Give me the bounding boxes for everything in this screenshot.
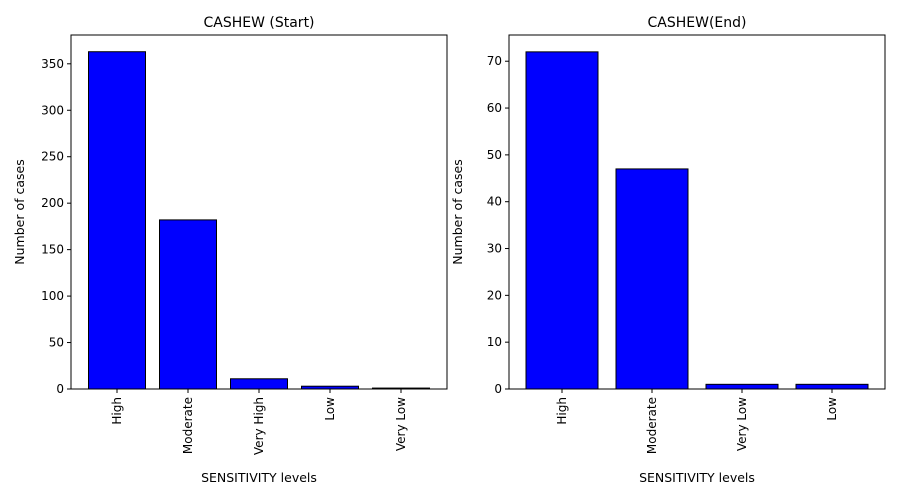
x-tick-label: High: [110, 397, 124, 425]
bar-high: [525, 51, 599, 390]
x-tick-label: Moderate: [181, 397, 195, 454]
y-tick-label: 70: [487, 54, 502, 68]
bar-moderate: [615, 168, 689, 390]
bar-very-high: [230, 378, 288, 390]
y-tick-label: 0: [56, 382, 64, 396]
y-tick-label: 250: [41, 150, 64, 164]
y-tick-label: 0: [494, 382, 502, 396]
chart-title: CASHEW(End): [648, 15, 747, 31]
y-axis-label: Number of cases: [12, 159, 27, 264]
plot-frame: [508, 34, 886, 390]
bar-low: [795, 383, 869, 390]
y-tick-label: 300: [41, 103, 64, 117]
chart-panel-end: 0 10 20 30 40 50 60 70 High Moderate Very Low Low CA…: [450, 15, 886, 485]
x-tick-label: Low: [323, 397, 337, 421]
x-axis-label: SENSITIVITY levels: [639, 470, 755, 485]
y-tick-label: 350: [41, 57, 64, 71]
y-tick-label: 30: [487, 242, 502, 256]
y-tick-label: 40: [487, 195, 502, 209]
y-axis-label: Number of cases: [450, 159, 465, 264]
bar-moderate: [159, 219, 217, 390]
y-tick-label: 50: [49, 336, 64, 350]
y-tick-label: 10: [487, 335, 502, 349]
bar-high: [88, 51, 146, 390]
bar-very-low: [705, 383, 779, 390]
y-tick-label: 150: [41, 243, 64, 257]
chart-panel-start: 0 50 100 150 200 250 300 350 High Moderate Very Hi…: [12, 15, 448, 485]
x-tick-label: Low: [825, 397, 839, 421]
y-tick-label: 50: [487, 148, 502, 162]
chart-title: CASHEW (Start): [203, 15, 314, 31]
y-tick-label: 100: [41, 289, 64, 303]
y-tick-label: 20: [487, 288, 502, 302]
y-tick-label: 200: [41, 196, 64, 210]
x-tick-label: Moderate: [645, 397, 659, 454]
x-tick-label: Very Low: [394, 397, 408, 451]
x-axis-label: SENSITIVITY levels: [201, 470, 317, 485]
x-tick-label: Very Low: [735, 397, 749, 451]
x-tick-label: Very High: [252, 397, 266, 455]
x-tick-label: High: [555, 397, 569, 425]
y-tick-label: 60: [487, 101, 502, 115]
